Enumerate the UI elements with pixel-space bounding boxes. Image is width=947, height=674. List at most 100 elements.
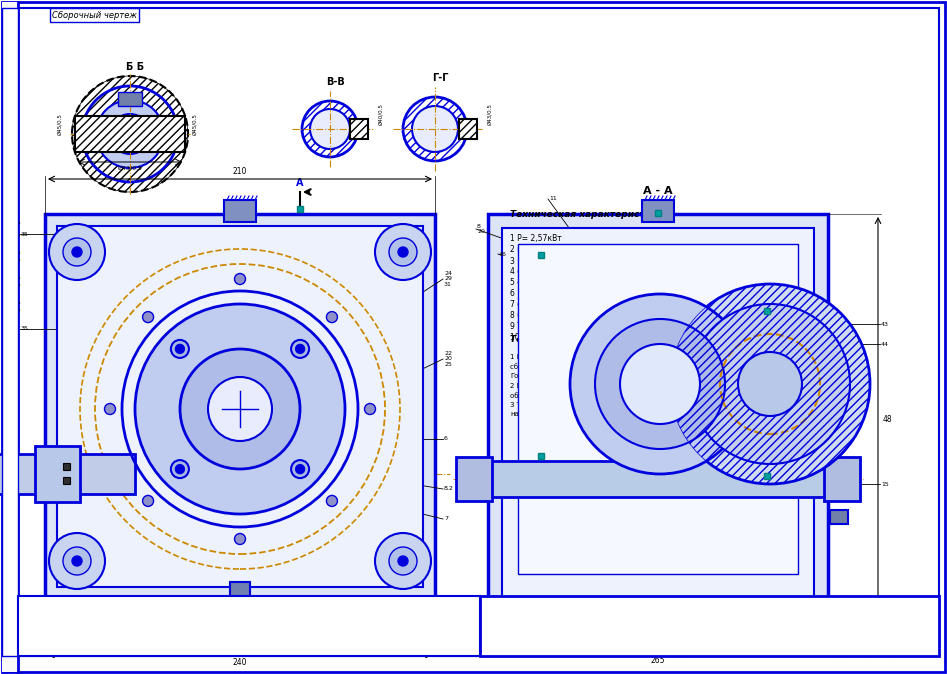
Text: 44: 44 xyxy=(881,342,889,346)
Circle shape xyxy=(208,377,272,441)
Text: 10 Объем залитого масла    0,2 дм³: 10 Объем залитого масла 0,2 дм³ xyxy=(510,333,652,342)
Bar xyxy=(18,596,480,656)
Circle shape xyxy=(175,464,185,474)
Circle shape xyxy=(63,547,91,575)
Text: 7 q=12: 7 q=12 xyxy=(510,300,538,309)
Bar xyxy=(118,92,142,106)
Circle shape xyxy=(143,311,153,323)
Circle shape xyxy=(412,106,458,152)
Text: 8 u=0: 8 u=0 xyxy=(510,311,533,320)
Circle shape xyxy=(295,464,305,474)
Circle shape xyxy=(49,533,105,589)
Circle shape xyxy=(135,304,345,514)
Text: Нзм: Нзм xyxy=(8,611,12,621)
Text: Б: Б xyxy=(543,254,550,264)
Text: 4.2: 4.2 xyxy=(3,278,14,284)
Text: Б: Б xyxy=(543,446,550,456)
Text: 46: 46 xyxy=(499,251,507,257)
Bar xyxy=(488,604,828,624)
Text: Ø40/0.5: Ø40/0.5 xyxy=(378,103,383,125)
Text: 15: 15 xyxy=(881,481,888,487)
Bar xyxy=(808,214,828,624)
Circle shape xyxy=(570,294,750,474)
Text: Г: Г xyxy=(768,466,775,476)
Text: 7: 7 xyxy=(477,497,481,501)
Text: 8a2: 8a2 xyxy=(233,630,247,639)
Text: Технические требования: Технические требования xyxy=(510,335,640,344)
Text: 24
29
31: 24 29 31 xyxy=(444,271,452,287)
Text: 265: 265 xyxy=(651,656,665,665)
Text: 1 Подшипники, соединения, зазор - крышки корней: 1 Подшипники, соединения, зазор - крышки… xyxy=(510,354,702,361)
Circle shape xyxy=(295,344,305,353)
Text: 2 n1=700об/мин: 2 n1=700об/мин xyxy=(510,245,576,254)
Text: 1 P= 2,57кВт: 1 P= 2,57кВт xyxy=(510,234,562,243)
Text: Сборочный чертеж: Сборочный чертеж xyxy=(52,11,137,20)
Circle shape xyxy=(175,344,185,353)
Bar xyxy=(459,119,477,139)
Text: обойдясь без стержней и заглушек.: обойдясь без стержней и заглушек. xyxy=(510,392,644,399)
Text: 2 После сборки базы редуктора должна поддерживаться: 2 После сборки базы редуктора должна под… xyxy=(510,383,724,390)
Text: Г: Г xyxy=(768,301,775,311)
Circle shape xyxy=(110,114,150,154)
Bar xyxy=(642,200,674,222)
Circle shape xyxy=(690,304,850,464)
Circle shape xyxy=(170,340,188,358)
Text: 3 Технические показатели на 10 Вход на всех режимах: 3 Технические показатели на 10 Вход на в… xyxy=(510,402,716,408)
Circle shape xyxy=(670,284,870,484)
Bar xyxy=(502,228,814,610)
Circle shape xyxy=(291,460,309,478)
Text: Лист: Лист xyxy=(8,529,12,543)
Text: 35: 35 xyxy=(21,326,28,332)
Circle shape xyxy=(104,404,116,415)
Text: сборки покрыть смазочно-жидкой пластик тика: сборки покрыть смазочно-жидкой пластик т… xyxy=(510,363,688,370)
Text: А - А: А - А xyxy=(643,186,672,196)
Text: 4.1: 4.1 xyxy=(3,253,14,259)
Circle shape xyxy=(375,224,431,280)
Bar xyxy=(35,446,80,502)
Circle shape xyxy=(49,224,105,280)
Text: 5 c2=25: 5 c2=25 xyxy=(510,278,542,287)
Circle shape xyxy=(170,460,188,478)
Circle shape xyxy=(595,319,725,449)
Bar xyxy=(488,461,828,497)
Circle shape xyxy=(365,404,376,415)
Text: 1:2(1:1): 1:2(1:1) xyxy=(743,644,777,652)
Text: 7: 7 xyxy=(444,516,448,522)
Circle shape xyxy=(72,556,82,566)
Circle shape xyxy=(96,100,164,168)
Circle shape xyxy=(291,340,309,358)
Circle shape xyxy=(398,556,408,566)
Circle shape xyxy=(235,534,245,545)
Text: Горелка.: Горелка. xyxy=(510,373,543,379)
Text: 48: 48 xyxy=(883,415,893,423)
Bar xyxy=(224,200,256,222)
Bar xyxy=(0,454,135,494)
Text: 6: 6 xyxy=(444,437,448,441)
Circle shape xyxy=(143,495,153,506)
Bar xyxy=(350,119,368,139)
Bar xyxy=(75,116,185,152)
Text: 11: 11 xyxy=(868,627,885,640)
Text: 6: 6 xyxy=(848,627,856,640)
Text: Nдok.: Nдok. xyxy=(8,448,12,464)
Bar xyxy=(830,510,848,524)
Bar xyxy=(764,308,770,314)
Bar xyxy=(518,244,798,574)
Bar xyxy=(57,226,423,587)
Text: 8.2: 8.2 xyxy=(444,487,454,491)
Bar xyxy=(45,214,435,599)
Text: 4 c1=25: 4 c1=25 xyxy=(510,267,542,276)
Text: Г-Г: Г-Г xyxy=(432,73,448,83)
Text: Ø43/0.5: Ø43/0.5 xyxy=(117,166,142,171)
Bar xyxy=(488,214,828,624)
Bar xyxy=(350,119,368,139)
Text: 11: 11 xyxy=(549,197,557,202)
Text: 43: 43 xyxy=(881,321,889,326)
Circle shape xyxy=(310,109,350,149)
Circle shape xyxy=(180,349,300,469)
Text: Б Б: Б Б xyxy=(126,62,144,72)
Text: 6: 6 xyxy=(9,226,14,232)
Text: 240: 240 xyxy=(233,658,247,667)
Text: Червячное червяка: Червячное червяка xyxy=(714,636,806,646)
Circle shape xyxy=(327,311,337,323)
